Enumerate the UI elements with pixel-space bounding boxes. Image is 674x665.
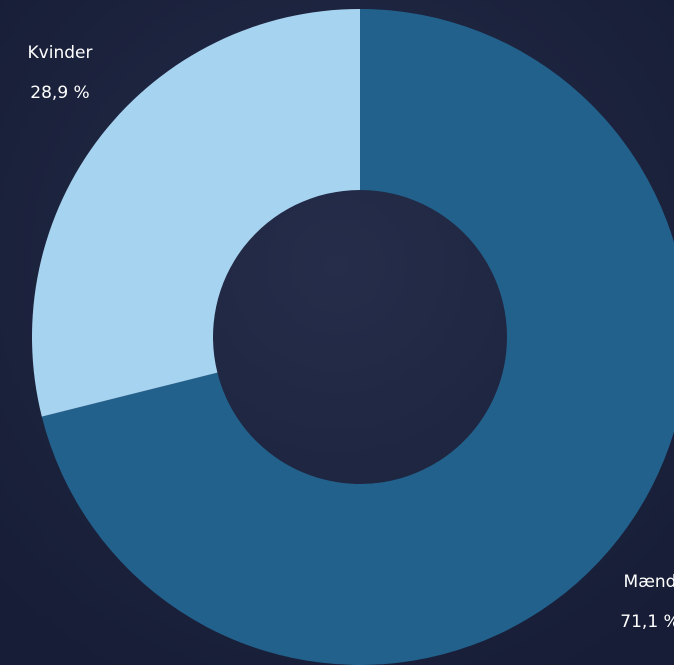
chart: Mænd 71,1 % Kvinder 28,9 % <box>0 0 674 665</box>
value-label: 71,1 % <box>620 612 674 632</box>
value-label: 28,9 % <box>30 83 89 103</box>
page: Mænd71,1 %Kvinder28,9 % (() => { const d… <box>0 0 674 665</box>
slice-label: Mænd <box>624 572 674 592</box>
slice-label: Kvinder <box>28 43 93 63</box>
